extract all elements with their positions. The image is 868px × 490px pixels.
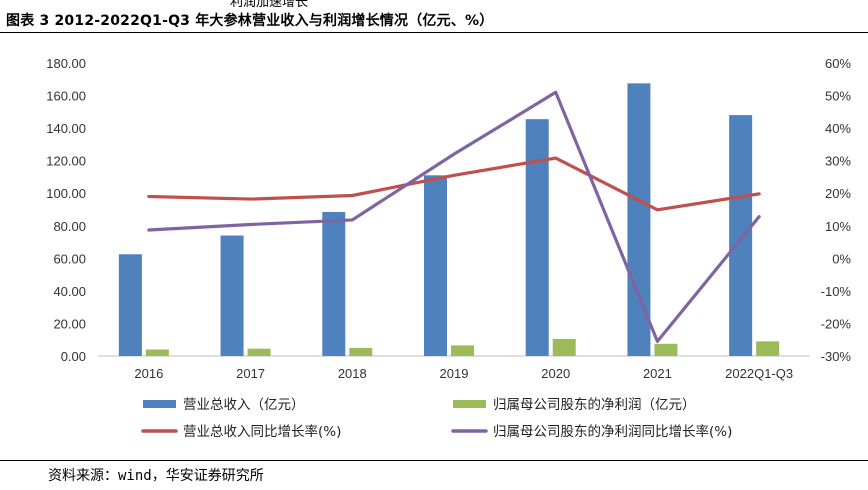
profit-bar bbox=[349, 347, 373, 356]
legend-swatch-bar bbox=[453, 400, 486, 408]
profit-bar bbox=[756, 341, 780, 356]
left-tick-label: 180.00 bbox=[46, 56, 86, 71]
source-note: 资料来源：wind，华安证券研究所 bbox=[48, 468, 264, 484]
combo-chart: 0.00 20.00 40.00 60.00 80.00 100.00 120.00 140.… bbox=[46, 56, 852, 440]
category-label: 2018 bbox=[338, 366, 367, 381]
right-tick-label: 50% bbox=[825, 89, 851, 104]
source-divider bbox=[0, 460, 868, 461]
revenue-bar bbox=[525, 119, 549, 357]
revenue-growth-line bbox=[147, 156, 761, 212]
title-divider bbox=[0, 32, 868, 33]
left-tick-label: 60.00 bbox=[53, 251, 86, 266]
category-label: 2020 bbox=[541, 366, 570, 381]
right-tick-label: 0% bbox=[832, 251, 851, 266]
left-tick-label: 160.00 bbox=[46, 89, 86, 104]
legend-label: 归属母公司股东的净利润（亿元） bbox=[493, 396, 696, 413]
clipped-header-text: 利润加速增长 bbox=[230, 0, 309, 10]
category-label: 2019 bbox=[440, 366, 469, 381]
legend-label: 归属母公司股东的净利润同比增长率(%) bbox=[493, 423, 732, 440]
right-axis-ticks: -30% -20% -10% 0% 10% 20% 30% 40% 50% 60% bbox=[821, 56, 852, 364]
right-tick-label: 30% bbox=[825, 154, 851, 169]
revenue-bar bbox=[424, 175, 447, 356]
revenue-bar bbox=[322, 211, 346, 356]
profit-bar bbox=[552, 338, 576, 356]
profit-growth-line bbox=[147, 90, 761, 343]
left-tick-label: 40.00 bbox=[53, 284, 86, 299]
profit-bar bbox=[654, 343, 678, 356]
revenue-bar bbox=[220, 235, 244, 356]
category-label: 2017 bbox=[236, 366, 265, 381]
legend-label: 营业总收入（亿元） bbox=[183, 397, 305, 413]
right-tick-label: 10% bbox=[825, 219, 851, 234]
revenue-bar bbox=[118, 254, 142, 356]
category-labels: 2016 2017 2018 2019 2020 2021 2022Q1-Q3 bbox=[134, 366, 793, 381]
category-label: 2021 bbox=[643, 366, 672, 381]
right-tick-label: 20% bbox=[825, 186, 851, 201]
chart-legend: 营业总收入（亿元） 归属母公司股东的净利润（亿元） 营业总收入同比增长率(%) 归属母… bbox=[141, 396, 732, 440]
right-tick-label: -20% bbox=[821, 316, 852, 331]
left-tick-label: 100.00 bbox=[46, 186, 86, 201]
revenue-bar bbox=[729, 115, 753, 356]
left-tick-label: 140.00 bbox=[46, 121, 86, 136]
right-tick-label: 60% bbox=[825, 56, 851, 71]
left-tick-label: 0.00 bbox=[61, 349, 86, 364]
bar-series bbox=[118, 83, 780, 357]
category-label: 2016 bbox=[134, 366, 163, 381]
profit-bar bbox=[451, 345, 474, 356]
right-tick-label: -10% bbox=[821, 284, 852, 299]
profit-bar bbox=[247, 348, 271, 356]
left-tick-label: 120.00 bbox=[46, 154, 86, 169]
left-axis-ticks: 0.00 20.00 40.00 60.00 80.00 100.00 120.00 140.… bbox=[46, 56, 86, 364]
left-tick-label: 80.00 bbox=[53, 219, 86, 234]
figure-title: 图表 3 2012-2022Q1-Q3 年大参林营业收入与利润增长情况（亿元、%… bbox=[6, 13, 494, 29]
profit-bar bbox=[145, 349, 169, 356]
right-tick-label: -30% bbox=[821, 349, 852, 364]
left-tick-label: 20.00 bbox=[53, 316, 86, 331]
line-series bbox=[147, 90, 761, 343]
legend-swatch-bar bbox=[143, 400, 176, 408]
revenue-bar bbox=[627, 83, 651, 356]
category-label: 2022Q1-Q3 bbox=[725, 366, 793, 381]
right-tick-label: 40% bbox=[825, 121, 851, 136]
legend-label: 营业总收入同比增长率(%) bbox=[183, 423, 341, 440]
